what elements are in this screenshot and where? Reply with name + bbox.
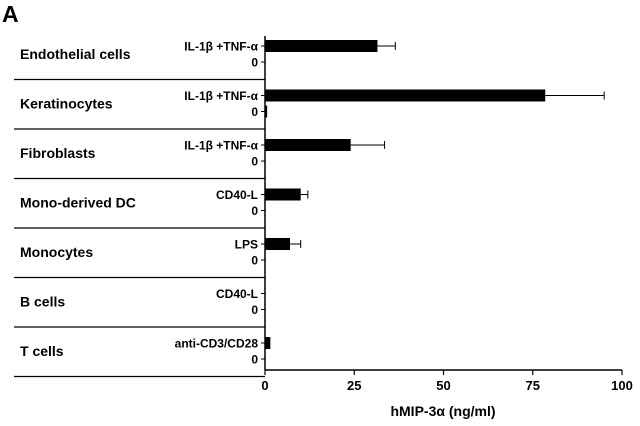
group-label: Mono-derived DC [20, 195, 136, 211]
x-tick-label: 50 [436, 378, 450, 393]
x-axis: 0 25 50 75 100 [261, 36, 633, 393]
group-label: Monocytes [20, 244, 93, 260]
group-label: Endothelial cells [20, 46, 131, 62]
bar [265, 238, 290, 250]
group-label: B cells [20, 294, 65, 310]
bar [265, 139, 351, 151]
condition-label: LPS [235, 238, 258, 252]
condition-label: 0 [251, 155, 258, 169]
condition-label: anti-CD3/CD28 [175, 337, 259, 351]
group-label: Fibroblasts [20, 145, 96, 161]
group-0: Endothelial cells IL-1β +TNF-α 0 [14, 40, 396, 81]
condition-label: 0 [251, 254, 258, 268]
bar [265, 105, 268, 118]
bar [265, 337, 271, 349]
bar [265, 188, 301, 201]
x-tick-label: 0 [261, 378, 268, 393]
group-5: B cells CD40-L 0 [14, 287, 265, 328]
x-tick-label: 75 [526, 378, 540, 393]
group-2: Fibroblasts IL-1β +TNF-α 0 [14, 139, 386, 180]
x-tick-label: 25 [347, 378, 361, 393]
condition-label: IL-1β +TNF-α [184, 139, 258, 153]
x-tick-label: 100 [611, 378, 633, 393]
group-6: T cells anti-CD3/CD28 0 [14, 337, 271, 378]
x-axis-label: hMIP-3α (ng/ml) [390, 403, 495, 419]
bar [265, 40, 378, 52]
condition-label: 0 [251, 204, 258, 218]
bar [265, 89, 546, 102]
group-label: T cells [20, 343, 64, 359]
group-4: Monocytes LPS 0 [14, 238, 302, 279]
group-1: Keratinocytes IL-1β +TNF-α 0 [14, 89, 605, 130]
condition-label: 0 [251, 56, 258, 70]
condition-label: 0 [251, 105, 258, 119]
groups-layer: Endothelial cells IL-1β +TNF-α0Keratinocy… [14, 40, 605, 378]
condition-label: 0 [251, 303, 258, 317]
condition-label: CD40-L [216, 287, 258, 301]
condition-label: 0 [251, 353, 258, 367]
group-3: Mono-derived DC CD40-L 0 [14, 188, 309, 229]
condition-label: IL-1β +TNF-α [184, 40, 258, 54]
condition-label: IL-1β +TNF-α [184, 89, 258, 103]
panel-label: A [2, 1, 19, 27]
group-label: Keratinocytes [20, 96, 113, 112]
condition-label: CD40-L [216, 188, 258, 202]
